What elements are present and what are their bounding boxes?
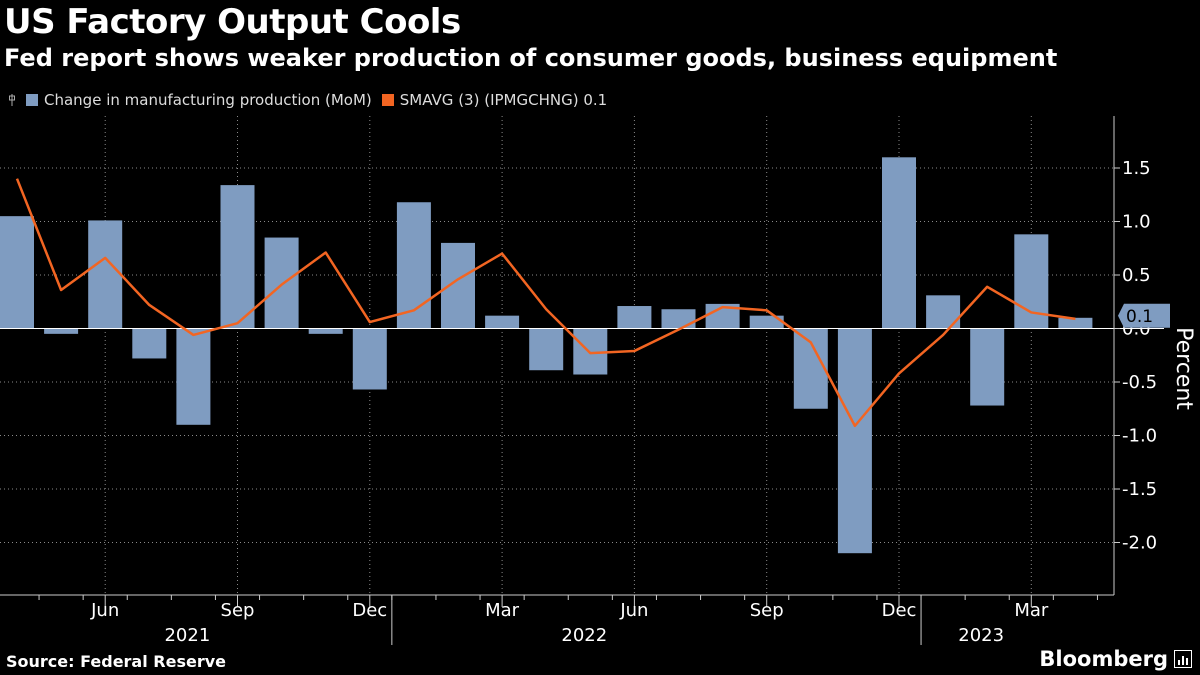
chart-title: US Factory Output Cools: [4, 2, 461, 42]
data-bar: [882, 157, 916, 329]
x-tick-label: Sep: [750, 600, 784, 621]
data-bar: [0, 216, 34, 329]
data-bar: [44, 328, 79, 334]
data-bar: [308, 328, 343, 334]
data-bar: [441, 242, 475, 329]
x-tick-label: Jun: [619, 600, 648, 621]
y-tick-label: 0.5: [1122, 265, 1151, 286]
x-tick-label: Dec: [352, 600, 387, 621]
y-tick-label: 1.0: [1122, 212, 1151, 233]
data-bar: [485, 315, 520, 329]
bar-swatch-icon: [26, 94, 38, 106]
year-label: 2022: [561, 625, 607, 646]
data-bar: [176, 328, 211, 425]
brand-logo: Bloomberg: [1039, 647, 1192, 671]
data-bar: [264, 237, 299, 329]
sma-line: [15, 178, 1076, 428]
data-bar: [617, 306, 652, 329]
x-tick-label: Mar: [485, 600, 520, 621]
data-bar: [529, 328, 564, 371]
data-bar: [220, 185, 255, 329]
y-tick-label: -1.5: [1122, 479, 1157, 500]
last-value-flag: [1118, 303, 1170, 328]
x-tick-label: Dec: [882, 600, 917, 621]
data-bar: [88, 220, 123, 329]
legend-label-line: SMAVG (3) (IPMGCHNG) 0.1: [399, 91, 608, 109]
data-bar: [132, 328, 167, 359]
legend-item-bars: Change in manufacturing production (MoM): [26, 91, 372, 109]
data-bar: [1058, 317, 1093, 329]
y-axis-title: Percent: [1171, 327, 1196, 410]
data-bar: [396, 202, 431, 329]
data-bar: [793, 328, 828, 409]
legend-label-bars: Change in manufacturing production (MoM): [44, 91, 372, 109]
brand-name: Bloomberg: [1039, 647, 1168, 671]
y-tick-label: -0.5: [1122, 372, 1157, 393]
bloomberg-chart-icon: [1174, 650, 1192, 668]
data-bar: [352, 328, 387, 390]
y-tick-label: 1.5: [1122, 158, 1151, 179]
chart-plot: 1.51.00.50.0-0.5-1.0-1.5-2.00.1PercentJu…: [0, 116, 1196, 646]
chart-subtitle: Fed report shows weaker production of co…: [4, 44, 1058, 72]
data-bar: [970, 328, 1005, 406]
legend: Change in manufacturing production (MoM)…: [8, 91, 607, 109]
year-label: 2023: [958, 625, 1004, 646]
x-tick-label: Jun: [90, 600, 119, 621]
x-tick-label: Mar: [1014, 600, 1049, 621]
last-value-label: 0.1: [1126, 307, 1153, 327]
y-tick-label: -2.0: [1122, 533, 1157, 554]
year-label: 2021: [164, 625, 210, 646]
x-tick-label: Sep: [221, 600, 255, 621]
data-bar: [837, 328, 872, 554]
legend-item-line: SMAVG (3) (IPMGCHNG) 0.1: [381, 91, 608, 109]
y-tick-label: -1.0: [1122, 426, 1157, 447]
legend-toggle-icon[interactable]: [8, 93, 16, 107]
data-bar: [749, 315, 784, 329]
data-bar: [661, 309, 696, 329]
source-note: Source: Federal Reserve: [6, 652, 226, 671]
line-swatch-icon: [381, 94, 394, 106]
